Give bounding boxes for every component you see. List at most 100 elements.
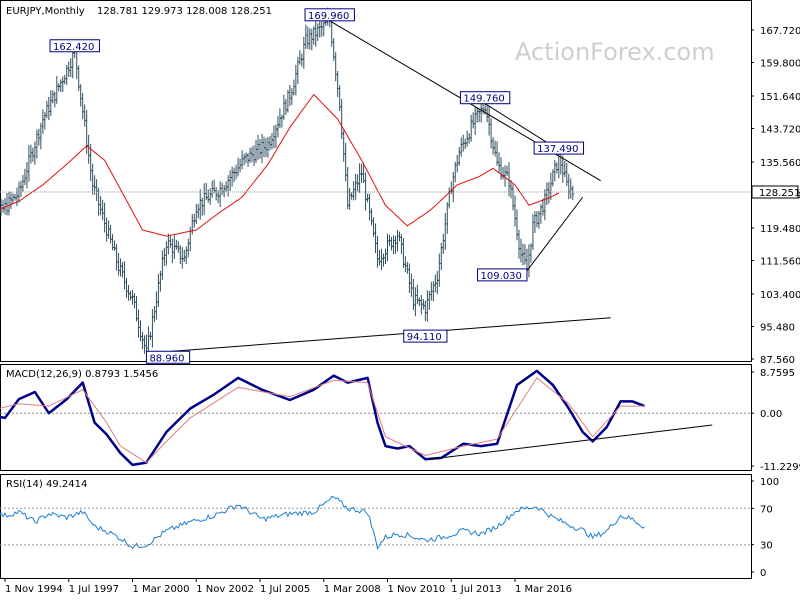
price-bar (543, 189, 547, 221)
price-bar (320, 21, 324, 37)
price-bar (172, 235, 176, 259)
price-bar (336, 71, 340, 98)
price-bar (176, 241, 180, 253)
price-bar (150, 309, 154, 348)
price-bar (316, 23, 320, 41)
price-bar (439, 242, 443, 270)
price-bar (533, 211, 537, 233)
price-bar (238, 158, 242, 173)
price-bar (374, 223, 378, 254)
price-bar (208, 188, 212, 205)
price-bar (511, 184, 515, 211)
price-bar (210, 180, 214, 198)
price-bar (393, 235, 397, 255)
price-bar (37, 128, 41, 146)
watermark: ActionForex.com (515, 38, 715, 66)
price-trendline (526, 196, 584, 272)
x-tick-label: 1 Mar 2016 (515, 584, 572, 595)
moving-average-line (0, 93, 560, 237)
price-bar (35, 129, 39, 159)
price-bar (304, 24, 308, 49)
price-y-tick-label: 151.640 (760, 92, 800, 103)
price-bar (125, 278, 129, 298)
price-bar (360, 163, 364, 183)
price-bar (457, 147, 461, 166)
price-bar (198, 189, 202, 220)
price-bar (132, 293, 136, 309)
price-bar (115, 244, 119, 271)
price-bar (240, 150, 244, 170)
price-bar (194, 203, 198, 225)
price-bar (419, 294, 423, 315)
price-bar (19, 180, 23, 198)
price-bar (184, 246, 188, 265)
price-bar (39, 122, 43, 150)
price-bar (306, 26, 310, 49)
price-bar (156, 273, 160, 308)
current-price-tag: 128.251 (751, 185, 800, 199)
price-y-tick-label: 87.560 (760, 355, 795, 366)
price-bar (370, 208, 374, 226)
x-tick-label: 1 Jul 2005 (260, 584, 310, 595)
price-bar (228, 170, 232, 191)
price-annotation: 149.760 (459, 91, 511, 105)
price-bar (435, 270, 439, 295)
x-tick-label: 1 Jul 1997 (69, 584, 119, 595)
price-bar (107, 220, 111, 239)
price-bar (254, 139, 258, 163)
price-bar (553, 160, 557, 182)
price-bar (53, 91, 57, 108)
price-bar (298, 50, 302, 65)
price-bar (11, 193, 15, 205)
price-annotation: 137.490 (533, 141, 585, 155)
price-y-tick-label: 135.560 (760, 158, 800, 169)
price-bar (545, 182, 549, 206)
price-bar (43, 111, 47, 130)
macd-layer (0, 369, 751, 467)
price-bar (29, 144, 33, 164)
price-bar (417, 297, 421, 307)
price-bar (531, 214, 535, 250)
price-bar (467, 133, 471, 144)
price-bar (99, 196, 103, 216)
price-bar (256, 134, 260, 161)
price-annotation: 94.110 (403, 329, 448, 343)
macd-y-tick-label: 0.00 (760, 409, 782, 420)
price-bar (405, 261, 409, 274)
annotation-label: 94.110 (407, 332, 442, 343)
price-bar (415, 284, 419, 305)
price-bar (15, 187, 19, 207)
price-bar (162, 248, 166, 266)
price-bar (230, 166, 234, 187)
price-bar (127, 285, 131, 301)
price-bar (81, 92, 85, 120)
price-bar (91, 163, 95, 195)
annotation-box (49, 39, 100, 53)
x-tick-label: 1 Nov 2002 (196, 584, 254, 595)
price-bar (441, 233, 445, 254)
price-bar (49, 90, 53, 116)
price-bar (382, 253, 386, 267)
rsi-title: RSI(14) 49.2414 (6, 479, 87, 490)
price-bar (477, 108, 481, 123)
x-tick-label: 1 Nov 1994 (5, 584, 63, 595)
price-bar (431, 281, 435, 302)
price-bar (186, 238, 190, 258)
macd-trendline (429, 424, 713, 460)
price-bar (376, 236, 380, 268)
price-bar (131, 289, 134, 305)
price-bar (61, 76, 65, 92)
rsi-y-tick-label: 100 (760, 477, 779, 488)
macd-line (0, 369, 645, 467)
annotation-box (459, 91, 511, 105)
price-bar (346, 167, 350, 210)
price-bar (226, 175, 230, 197)
price-bar (168, 234, 172, 248)
price-bar (501, 166, 505, 180)
price-bar (200, 197, 204, 216)
price-bar (423, 300, 427, 321)
price-bar (300, 53, 304, 67)
price-bar (290, 88, 294, 105)
